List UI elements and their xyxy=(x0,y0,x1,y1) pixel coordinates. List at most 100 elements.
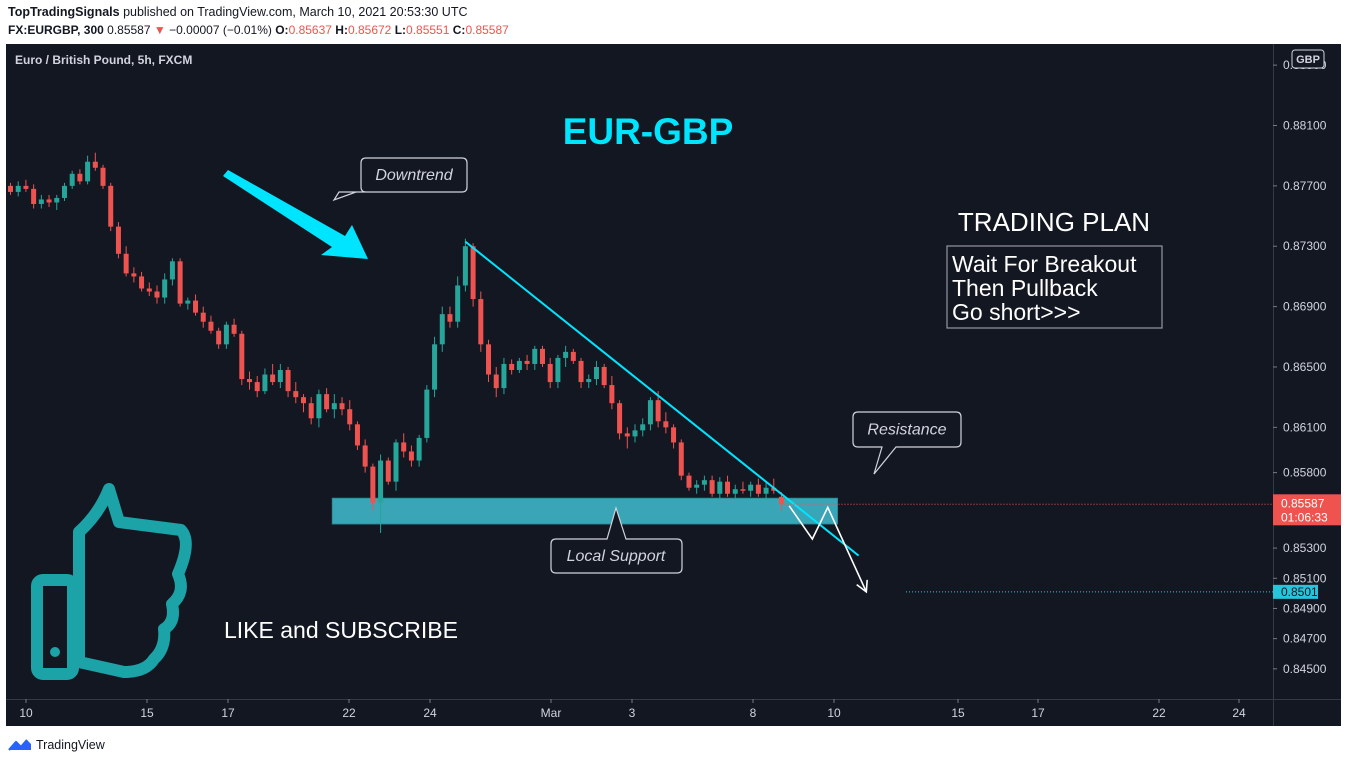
candle[interactable] xyxy=(740,489,746,491)
candle[interactable] xyxy=(85,161,91,182)
candle[interactable] xyxy=(570,351,576,361)
candle[interactable] xyxy=(439,314,445,345)
candle[interactable] xyxy=(601,366,607,386)
candle[interactable] xyxy=(339,403,345,410)
candle[interactable] xyxy=(162,279,168,298)
candlestick-chart[interactable]: 0.885000.881000.877000.873000.869000.865… xyxy=(6,44,1341,726)
candle[interactable] xyxy=(208,321,214,331)
candle[interactable] xyxy=(247,379,253,383)
candle[interactable] xyxy=(262,374,268,392)
candle[interactable] xyxy=(779,496,784,505)
candle[interactable] xyxy=(655,400,661,422)
candle[interactable] xyxy=(763,487,769,494)
candle[interactable] xyxy=(385,460,391,482)
candle[interactable] xyxy=(686,475,692,488)
candle[interactable] xyxy=(732,489,738,494)
candle[interactable] xyxy=(725,481,731,494)
candle[interactable] xyxy=(524,360,530,364)
candle[interactable] xyxy=(455,285,461,322)
candle[interactable] xyxy=(331,403,337,410)
candle[interactable] xyxy=(38,199,44,204)
candle[interactable] xyxy=(77,173,83,182)
candle[interactable] xyxy=(755,484,761,494)
candle[interactable] xyxy=(632,430,638,437)
candle[interactable] xyxy=(416,437,422,461)
candle[interactable] xyxy=(516,360,522,370)
candle[interactable] xyxy=(578,360,584,383)
candle[interactable] xyxy=(270,374,276,383)
resistance-callout[interactable] xyxy=(852,411,962,475)
downtrend-callout[interactable] xyxy=(332,157,468,202)
candle[interactable] xyxy=(663,421,669,428)
candle[interactable] xyxy=(8,185,13,192)
candle[interactable] xyxy=(293,391,299,398)
candle[interactable] xyxy=(115,226,121,254)
candle[interactable] xyxy=(61,185,67,198)
candle[interactable] xyxy=(532,348,538,364)
candle[interactable] xyxy=(154,291,160,298)
candle[interactable] xyxy=(701,480,707,485)
candle[interactable] xyxy=(539,348,545,364)
candle[interactable] xyxy=(277,369,283,383)
candle[interactable] xyxy=(239,333,245,380)
candle[interactable] xyxy=(31,188,37,204)
candle[interactable] xyxy=(408,451,414,461)
candle[interactable] xyxy=(717,481,723,494)
candle[interactable] xyxy=(447,314,453,322)
candle[interactable] xyxy=(15,185,21,192)
candle[interactable] xyxy=(432,344,438,390)
candle[interactable] xyxy=(709,480,715,494)
candle[interactable] xyxy=(470,246,476,300)
candle[interactable] xyxy=(285,369,291,392)
candle[interactable] xyxy=(131,273,137,277)
candle[interactable] xyxy=(555,357,561,383)
local-support-callout[interactable] xyxy=(550,505,683,574)
candle[interactable] xyxy=(393,442,399,482)
candle[interactable] xyxy=(486,344,492,375)
candle[interactable] xyxy=(300,397,306,404)
candle[interactable] xyxy=(46,199,52,203)
candle[interactable] xyxy=(185,300,191,304)
candle[interactable] xyxy=(547,363,553,383)
candle[interactable] xyxy=(401,442,407,452)
projection-path[interactable] xyxy=(788,505,868,593)
candle[interactable] xyxy=(509,363,515,370)
candle[interactable] xyxy=(69,173,75,186)
candle[interactable] xyxy=(177,261,183,304)
candle[interactable] xyxy=(748,484,754,491)
candle[interactable] xyxy=(308,403,314,419)
candle[interactable] xyxy=(108,185,114,227)
tradingview-logo[interactable]: TradingView xyxy=(8,736,105,754)
currency-badge[interactable] xyxy=(1291,49,1325,69)
candle[interactable] xyxy=(563,351,569,358)
candle[interactable] xyxy=(378,460,384,503)
candle[interactable] xyxy=(169,261,175,280)
candle[interactable] xyxy=(316,394,322,419)
candle[interactable] xyxy=(139,276,145,289)
candle[interactable] xyxy=(678,442,684,476)
candle[interactable] xyxy=(478,299,484,345)
candle[interactable] xyxy=(462,246,468,286)
candle[interactable] xyxy=(493,374,499,389)
candle[interactable] xyxy=(617,403,623,434)
candle[interactable] xyxy=(609,385,615,404)
candle[interactable] xyxy=(593,366,599,380)
candle[interactable] xyxy=(223,324,229,345)
chart-frame[interactable]: 0.885000.881000.877000.873000.869000.865… xyxy=(6,44,1341,726)
candle[interactable] xyxy=(231,324,237,334)
resistance-trendline[interactable] xyxy=(464,240,860,557)
candle[interactable] xyxy=(771,487,777,491)
candle[interactable] xyxy=(586,379,592,383)
candle[interactable] xyxy=(370,466,376,503)
candle[interactable] xyxy=(100,167,106,186)
publisher-name[interactable]: TopTradingSignals xyxy=(8,5,120,19)
candle[interactable] xyxy=(501,363,507,389)
candle[interactable] xyxy=(146,288,152,292)
candle[interactable] xyxy=(640,424,646,431)
candle[interactable] xyxy=(424,389,430,438)
candle[interactable] xyxy=(193,300,199,313)
candle[interactable] xyxy=(362,445,368,467)
candle[interactable] xyxy=(254,382,260,392)
candle[interactable] xyxy=(671,427,677,443)
thumbs-up-icon[interactable] xyxy=(73,483,192,678)
